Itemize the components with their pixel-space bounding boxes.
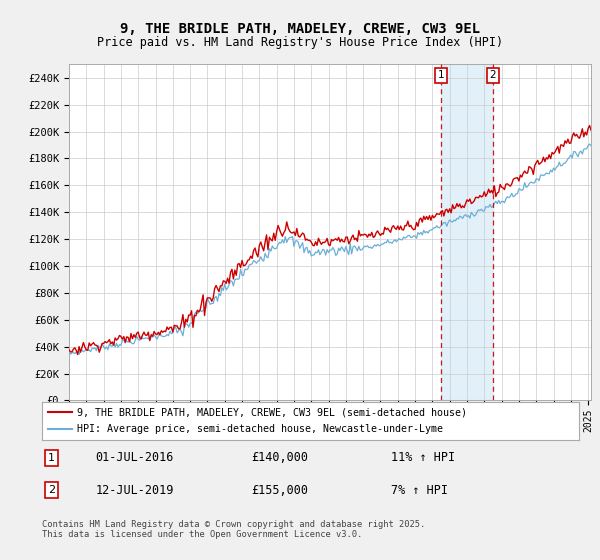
Text: 2: 2: [48, 485, 55, 495]
Text: Contains HM Land Registry data © Crown copyright and database right 2025.
This d: Contains HM Land Registry data © Crown c…: [42, 520, 425, 539]
Text: 9, THE BRIDLE PATH, MADELEY, CREWE, CW3 9EL: 9, THE BRIDLE PATH, MADELEY, CREWE, CW3 …: [120, 22, 480, 36]
Text: £155,000: £155,000: [251, 483, 308, 497]
Text: 01-JUL-2016: 01-JUL-2016: [96, 451, 174, 464]
Text: £140,000: £140,000: [251, 451, 308, 464]
Text: 2: 2: [490, 70, 496, 80]
Text: 1: 1: [48, 453, 55, 463]
Text: 9, THE BRIDLE PATH, MADELEY, CREWE, CW3 9EL (semi-detached house): 9, THE BRIDLE PATH, MADELEY, CREWE, CW3 …: [77, 407, 467, 417]
Text: 7% ↑ HPI: 7% ↑ HPI: [391, 483, 448, 497]
Text: 1: 1: [438, 70, 445, 80]
Text: Price paid vs. HM Land Registry's House Price Index (HPI): Price paid vs. HM Land Registry's House …: [97, 36, 503, 49]
Text: 11% ↑ HPI: 11% ↑ HPI: [391, 451, 455, 464]
Text: 12-JUL-2019: 12-JUL-2019: [96, 483, 174, 497]
Bar: [441, 64, 493, 400]
Text: HPI: Average price, semi-detached house, Newcastle-under-Lyme: HPI: Average price, semi-detached house,…: [77, 424, 443, 434]
